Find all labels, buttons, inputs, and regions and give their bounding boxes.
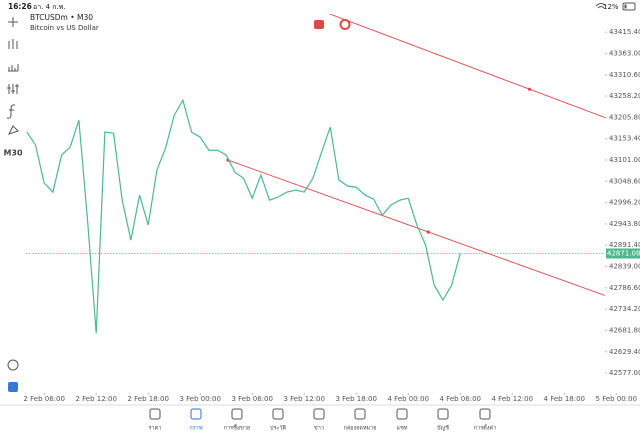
indicators-tool[interactable] bbox=[8, 64, 19, 72]
nav-icon[interactable] bbox=[190, 408, 202, 420]
chart-type-tool[interactable] bbox=[8, 39, 18, 49]
y-tick-label: 42577.00 bbox=[609, 369, 640, 377]
nav-label[interactable]: ราคา bbox=[149, 426, 162, 432]
battery-icon bbox=[622, 2, 636, 11]
x-tick-label: 2 Feb 06:00 bbox=[23, 395, 64, 403]
x-tick-label: 3 Feb 00:00 bbox=[179, 395, 220, 403]
current-price-box bbox=[606, 248, 640, 259]
nav-item[interactable]: ประวัติ bbox=[270, 408, 286, 432]
crosshair-tool[interactable] bbox=[8, 17, 18, 27]
battery-level bbox=[624, 4, 627, 9]
nav-label[interactable]: กล่องจดหมาย bbox=[343, 426, 376, 432]
y-tick-label: 43258.20 bbox=[609, 92, 640, 100]
y-tick-label: 43048.60 bbox=[609, 177, 640, 185]
x-tick-label: 3 Feb 06:00 bbox=[231, 395, 272, 403]
x-tick-label: 2 Feb 12:00 bbox=[75, 395, 116, 403]
left-toolbar: M30 bbox=[3, 17, 23, 392]
nav-icon[interactable] bbox=[479, 408, 491, 420]
y-tick-label: 43153.40 bbox=[609, 135, 640, 143]
x-tick-label: 4 Feb 00:00 bbox=[388, 395, 429, 403]
nav-item[interactable]: บัญชี bbox=[437, 408, 449, 432]
nav-label[interactable]: แชท bbox=[397, 425, 408, 432]
y-tick-label: 43310.60 bbox=[609, 71, 640, 79]
nav-label[interactable]: การตั้งค่า bbox=[474, 424, 496, 432]
current-price-label: 42871.08 bbox=[607, 249, 640, 257]
y-tick-label: 43363.00 bbox=[609, 49, 640, 57]
y-tick-label: 42681.80 bbox=[609, 326, 640, 334]
nav-label[interactable]: ข่าว bbox=[314, 426, 324, 432]
function-tool[interactable] bbox=[6, 104, 16, 119]
nav-icon[interactable] bbox=[313, 408, 325, 420]
x-tick-label: 5 Feb 00:00 bbox=[596, 395, 637, 403]
nav-icon[interactable] bbox=[149, 408, 161, 420]
x-tick-label: 4 Feb 06:00 bbox=[440, 395, 481, 403]
wifi-icon bbox=[595, 3, 607, 9]
y-tick-label: 43101.00 bbox=[609, 156, 640, 164]
nav-icon[interactable] bbox=[231, 408, 243, 420]
settings-tool[interactable] bbox=[7, 84, 19, 94]
nav-icon[interactable] bbox=[354, 408, 366, 420]
trend-line bbox=[227, 159, 605, 296]
plot-area bbox=[26, 14, 605, 334]
status-date: อา. 4 ก.พ. bbox=[33, 3, 66, 11]
y-tick-label: 42943.80 bbox=[609, 220, 640, 228]
x-tick-label: 3 Feb 12:00 bbox=[283, 395, 324, 403]
x-tick-label: 4 Feb 18:00 bbox=[544, 395, 585, 403]
app-icon[interactable] bbox=[8, 382, 18, 392]
nav-label[interactable]: กราฟ bbox=[189, 425, 202, 432]
nav-icon[interactable] bbox=[396, 408, 408, 420]
sell-button[interactable] bbox=[314, 20, 324, 29]
nav-item[interactable]: กราฟ bbox=[189, 408, 203, 432]
y-tick-label: 42629.40 bbox=[609, 348, 640, 356]
bottom-nav: ราคา กราฟ การซื้อขาย ประวัติ ข่าว กล่องจดหมาย… bbox=[149, 408, 496, 432]
nav-label[interactable]: บัญชี bbox=[437, 425, 449, 432]
axes: 42577.00 42629.40 42681.80 42734.20 42786.60… bbox=[23, 28, 640, 403]
nav-icon[interactable] bbox=[437, 408, 449, 420]
x-tick-label: 3 Feb 18:00 bbox=[335, 395, 376, 403]
symbol-description: Bitcoin vs US Dollar bbox=[30, 24, 99, 32]
y-tick-label: 43205.80 bbox=[609, 113, 640, 121]
speed-icon[interactable] bbox=[7, 359, 19, 371]
trend-anchor bbox=[527, 87, 532, 91]
y-tick-label: 42734.20 bbox=[609, 305, 640, 313]
x-tick-label: 4 Feb 12:00 bbox=[492, 395, 533, 403]
status-time: 16:26 bbox=[8, 2, 32, 11]
objects-tool[interactable] bbox=[8, 125, 19, 135]
y-tick-label: 42996.20 bbox=[609, 199, 640, 207]
y-tick-label: 42786.60 bbox=[609, 284, 640, 292]
nav-item[interactable]: ข่าว bbox=[313, 408, 325, 432]
nav-item[interactable]: กล่องจดหมาย bbox=[343, 408, 377, 432]
nav-item[interactable]: แชท bbox=[396, 408, 408, 432]
nav-label[interactable]: ประวัติ bbox=[270, 425, 286, 432]
trend-line bbox=[328, 14, 605, 119]
symbol-name: BTCUSDm • M30 bbox=[30, 13, 93, 22]
timeframe[interactable]: M30 bbox=[3, 149, 23, 158]
price-line bbox=[26, 98, 461, 334]
trend-anchor bbox=[426, 230, 430, 234]
nav-item[interactable]: การซื้อขาย bbox=[224, 408, 250, 432]
nav-item[interactable]: ราคา bbox=[149, 408, 162, 432]
nav-item[interactable]: การตั้งค่า bbox=[474, 408, 496, 432]
y-tick-label: 42839.00 bbox=[609, 263, 640, 271]
nav-label[interactable]: การซื้อขาย bbox=[224, 424, 250, 432]
x-tick-label: 2 Feb 18:00 bbox=[127, 395, 168, 403]
nav-icon[interactable] bbox=[272, 408, 284, 420]
y-tick-label: 43415.40 bbox=[609, 28, 640, 36]
y-tick-label: 42891.40 bbox=[609, 241, 640, 249]
status-battery: 12% bbox=[603, 3, 619, 11]
